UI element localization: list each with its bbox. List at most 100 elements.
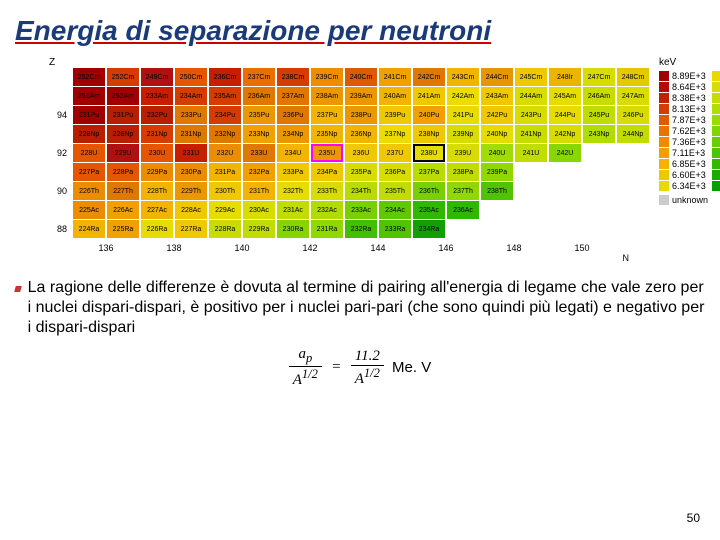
nuclide-cell: 243Cm bbox=[447, 68, 479, 86]
z-axis-label: Z bbox=[49, 57, 649, 68]
nuclide-cell: 238Pu bbox=[345, 106, 377, 124]
nuclide-cell: 240U bbox=[481, 144, 513, 162]
nuclide-cell: 252Cm bbox=[107, 68, 139, 86]
nuclide-cell: 227Pa bbox=[73, 163, 105, 181]
nuclide-cell: 235U bbox=[311, 144, 343, 162]
nuclide-cell: 248Cm bbox=[617, 68, 649, 86]
legend-item: 8.89E+3 bbox=[659, 71, 706, 81]
nuclide-cell: 238U bbox=[413, 144, 445, 162]
nuclide-cell: 231Pu bbox=[73, 106, 105, 124]
legend-item: 6.09E+3 bbox=[712, 82, 720, 92]
nuclide-cell: 232Pa bbox=[243, 163, 275, 181]
nuclide-cell: 252Cm bbox=[73, 68, 105, 86]
nuclide-cell: 234Pu bbox=[209, 106, 241, 124]
nuclide-cell: 246Am bbox=[583, 87, 615, 105]
nuclide-cell: 241Am bbox=[413, 87, 445, 105]
legend-item: 6.34E+3 bbox=[659, 181, 706, 191]
legend-item: 4.56E+3 bbox=[712, 148, 720, 158]
nuclide-cell: 236U bbox=[345, 144, 377, 162]
nuclide-cell: 229Pa bbox=[141, 163, 173, 181]
nuclide-cell: 231Pu bbox=[107, 106, 139, 124]
legend-item: 5.83E+3 bbox=[712, 93, 720, 103]
nuclide-cell: 228Pa bbox=[107, 163, 139, 181]
nuclide-cell: 237U bbox=[379, 144, 411, 162]
n-axis-label: N bbox=[45, 253, 629, 263]
legend-item: 8.13E+3 bbox=[659, 104, 706, 114]
nuclide-cell: 231U bbox=[175, 144, 207, 162]
nuclide-cell: 239Cm bbox=[311, 68, 343, 86]
nuclide-cell: 241Np bbox=[515, 125, 547, 143]
nuclide-cell: 227Ac bbox=[141, 201, 173, 219]
legend-item: 6.34E+3 bbox=[712, 71, 720, 81]
legend-item: 7.36E+3 bbox=[659, 137, 706, 147]
nuclide-cell: 234Ra bbox=[413, 220, 445, 238]
nuclide-cell: 233Am bbox=[141, 87, 173, 105]
nuclide-cell: 238Am bbox=[311, 87, 343, 105]
nuclide-cell: 225Ac bbox=[73, 201, 105, 219]
nuclide-cell: 228U bbox=[73, 144, 105, 162]
nuclide-cell: 232Pu bbox=[141, 106, 173, 124]
nuclide-cell: 242U bbox=[549, 144, 581, 162]
legend-item: 5.33E+3 bbox=[712, 115, 720, 125]
nuclide-cell: 242Pu bbox=[481, 106, 513, 124]
legend-item: 7.87E+3 bbox=[659, 115, 706, 125]
nuclide-cell: 250Cm bbox=[175, 68, 207, 86]
nuclide-cell: 232Ac bbox=[311, 201, 343, 219]
nuclide-cell: 238Np bbox=[413, 125, 445, 143]
nuclide-row: 88224Ra225Ra226Ra227Ra228Ra229Ra230Ra231… bbox=[45, 220, 649, 238]
nuclide-cell: 236Ac bbox=[447, 201, 479, 219]
nuclide-row: 227Pa228Pa229Pa230Pa231Pa232Pa233Pa234Pa… bbox=[45, 163, 649, 181]
nuclide-cell: 230U bbox=[141, 144, 173, 162]
nuclide-cell: 244Am bbox=[515, 87, 547, 105]
nuclide-cell: 249Cm bbox=[141, 68, 173, 86]
nuclide-cell: 232Ra bbox=[345, 220, 377, 238]
nuclide-cell: 226Th bbox=[73, 182, 105, 200]
nuclide-cell: 239U bbox=[447, 144, 479, 162]
nuclide-cell: 244Cm bbox=[481, 68, 513, 86]
nuclide-cell: 233Pu bbox=[175, 106, 207, 124]
nuclide-cell: 241Pu bbox=[447, 106, 479, 124]
nuclide-cell: 247Am bbox=[617, 87, 649, 105]
nuclide-cell: 252Am bbox=[107, 87, 139, 105]
nuclide-cell: 228Np bbox=[73, 125, 105, 143]
nuclide-row: 228Np228Np231Np231Np232Np233Np234Np235Np… bbox=[45, 125, 649, 143]
nuclide-cell: 231Np bbox=[175, 125, 207, 143]
nuclide-cell: 234Np bbox=[277, 125, 309, 143]
nuclide-cell: 234U bbox=[277, 144, 309, 162]
nuclide-cell: 236Pu bbox=[277, 106, 309, 124]
nuclide-row: 92228U229U230U231U232U233U234U235U236U23… bbox=[45, 144, 649, 162]
legend-item: 6.60E+3 bbox=[659, 170, 706, 180]
nuclide-cell: 236Th bbox=[413, 182, 445, 200]
nuclide-cell: 234Pa bbox=[311, 163, 343, 181]
nuclide-cell: 237Th bbox=[447, 182, 479, 200]
nuclide-cell: 244Pu bbox=[549, 106, 581, 124]
nuclide-cell: 226Ac bbox=[107, 201, 139, 219]
nuclide-cell: 228Ra bbox=[209, 220, 241, 238]
nuclide-cell: 236Pa bbox=[379, 163, 411, 181]
nuclide-cell: 234Am bbox=[175, 87, 207, 105]
pairing-equation: ap A1/2 = 11.2 A1/2 Me. V bbox=[15, 346, 705, 389]
nuclide-cell: 235Pa bbox=[345, 163, 377, 181]
legend-item: 8.38E+3 bbox=[659, 93, 706, 103]
nuclide-cell: 238Th bbox=[481, 182, 513, 200]
nuclide-cell: 235Np bbox=[311, 125, 343, 143]
legend-item: 3.80E+3 bbox=[712, 181, 720, 191]
nuclide-cell: 239Pu bbox=[379, 106, 411, 124]
color-legend: keV 8.89E+38.64E+38.38E+38.13E+37.87E+37… bbox=[659, 57, 720, 263]
legend-item: 4.31E+3 bbox=[712, 159, 720, 169]
nuclide-cell: 246Pu bbox=[617, 106, 649, 124]
nuclide-cell: 236Cm bbox=[209, 68, 241, 86]
legend-item: 5.58E+3 bbox=[712, 104, 720, 114]
nuclide-cell: 227Th bbox=[107, 182, 139, 200]
nuclide-cell: 231Ac bbox=[277, 201, 309, 219]
nuclide-cell: 242Am bbox=[447, 87, 479, 105]
nuclide-cell: 230Th bbox=[209, 182, 241, 200]
nuclide-cell: 233Np bbox=[243, 125, 275, 143]
nuclide-cell: 236Np bbox=[345, 125, 377, 143]
nuclide-cell: 245Am bbox=[549, 87, 581, 105]
legend-item: 4.05E+3 bbox=[712, 170, 720, 180]
nuclide-cell: 238Cm bbox=[277, 68, 309, 86]
nuclide-cell: 229Ac bbox=[209, 201, 241, 219]
nuclide-cell: 237Pa bbox=[413, 163, 445, 181]
nuclide-cell: 233U bbox=[243, 144, 275, 162]
